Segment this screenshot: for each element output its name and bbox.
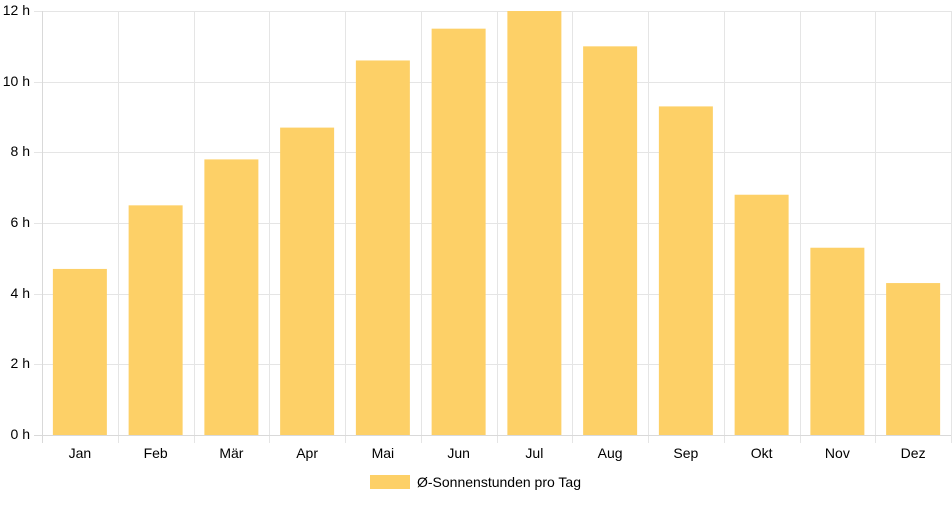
x-tick-label: Jul xyxy=(525,445,543,461)
bar-okt[interactable] xyxy=(734,194,789,435)
y-tick-label: 4 h xyxy=(11,285,30,301)
y-tick-label: 2 h xyxy=(11,355,30,371)
bar-jul[interactable] xyxy=(507,11,562,435)
bar-mär[interactable] xyxy=(204,159,259,435)
x-tick-label: Okt xyxy=(751,445,773,461)
legend-swatch[interactable] xyxy=(370,475,410,489)
bar-mai[interactable] xyxy=(355,60,410,435)
x-tick-label: Dez xyxy=(901,445,926,461)
x-tick-label: Apr xyxy=(296,445,318,461)
y-tick-label: 8 h xyxy=(11,143,30,159)
y-tick-label: 12 h xyxy=(3,2,30,18)
bar-aug[interactable] xyxy=(583,46,638,435)
x-tick-label: Jun xyxy=(447,445,470,461)
bar-apr[interactable] xyxy=(280,127,335,435)
x-tick-label: Mai xyxy=(372,445,395,461)
bar-jun[interactable] xyxy=(431,28,486,436)
x-axis-ticks: Jan Feb Mär Apr Mai Jun Jul Aug Sep Okt Nov Dez xyxy=(69,445,926,461)
bar-sep[interactable] xyxy=(658,106,713,436)
grid-lines xyxy=(34,11,952,443)
y-tick-label: 0 h xyxy=(11,426,30,442)
x-tick-label: Feb xyxy=(144,445,168,461)
legend[interactable]: Ø-Sonnenstunden pro Tag xyxy=(370,474,581,490)
legend-label[interactable]: Ø-Sonnenstunden pro Tag xyxy=(417,474,581,490)
bars[interactable] xyxy=(52,11,941,436)
bar-jan[interactable] xyxy=(52,268,107,435)
y-axis-ticks: 0 h 2 h 4 h 6 h 8 h 10 h 12 h xyxy=(3,2,30,442)
y-tick-label: 6 h xyxy=(11,214,30,230)
y-tick-label: 10 h xyxy=(3,73,30,89)
bar-dez[interactable] xyxy=(886,283,941,435)
x-tick-label: Sep xyxy=(673,445,698,461)
bar-nov[interactable] xyxy=(810,247,865,435)
axes xyxy=(34,11,951,443)
bar-feb[interactable] xyxy=(128,205,183,435)
x-tick-label: Mär xyxy=(219,445,243,461)
x-tick-label: Aug xyxy=(598,445,623,461)
x-tick-label: Jan xyxy=(69,445,92,461)
x-tick-label: Nov xyxy=(825,445,850,461)
